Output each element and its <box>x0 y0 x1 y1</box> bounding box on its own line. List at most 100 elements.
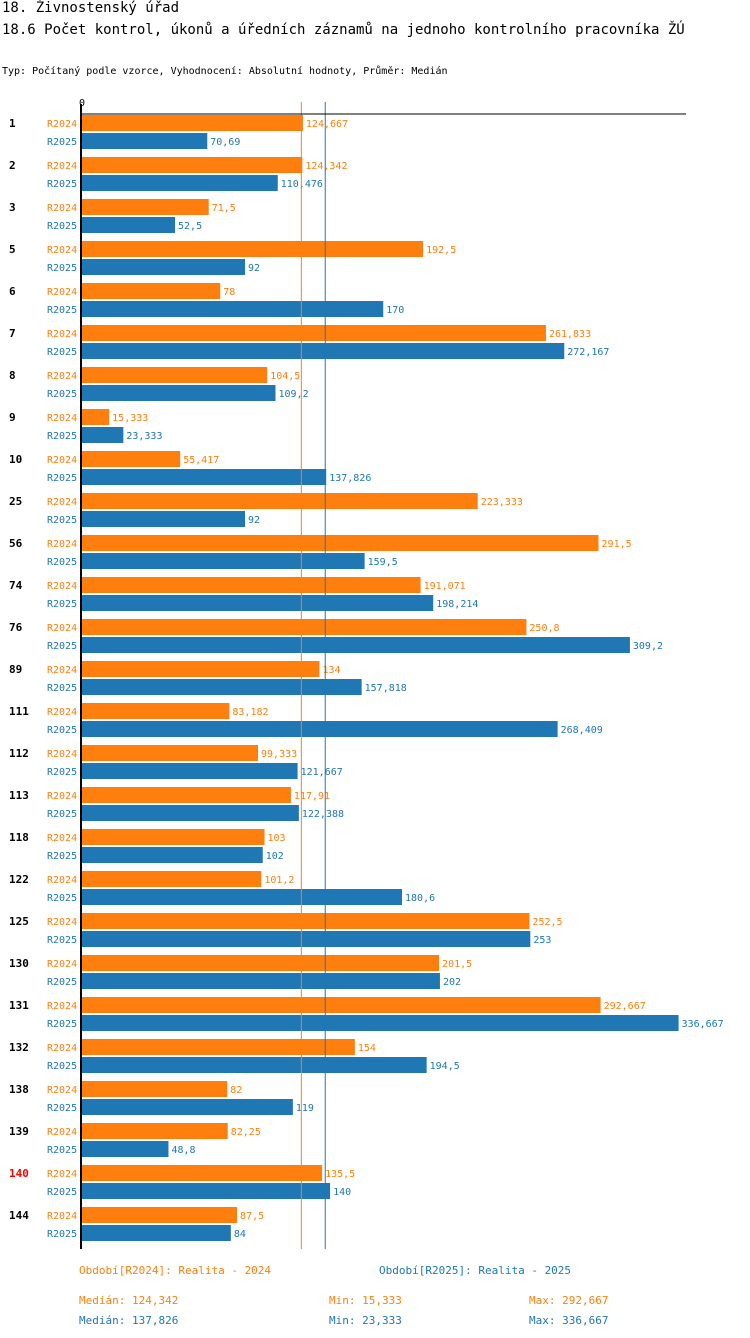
bar-r2025 <box>82 679 362 695</box>
bar-r2024 <box>82 913 530 929</box>
data-label: 48,8 <box>171 1145 195 1156</box>
series-label: R2025 <box>47 389 77 400</box>
data-label: 52,5 <box>178 221 202 232</box>
category-label: 113 <box>9 789 29 802</box>
data-label: 192,5 <box>426 245 456 256</box>
series-label: R2025 <box>47 515 77 526</box>
data-label: 201,5 <box>442 959 472 970</box>
series-label: R2024 <box>47 497 77 508</box>
data-label: 309,2 <box>633 641 663 652</box>
series-label: R2025 <box>47 977 77 988</box>
data-label: 70,69 <box>210 137 240 148</box>
series-label: R2025 <box>47 767 77 778</box>
x-tick-label: 0 <box>79 98 85 109</box>
data-label: 71,5 <box>212 203 236 214</box>
legend-r2024: Období[R2024]: Realita - 2024 <box>79 1264 272 1277</box>
data-label: 87,5 <box>240 1211 264 1222</box>
bar-r2025 <box>82 259 246 275</box>
series-label: R2024 <box>47 791 77 802</box>
bar-r2025 <box>82 637 630 653</box>
bar-r2024 <box>82 325 546 341</box>
category-label: 1 <box>9 117 16 130</box>
max-r2025: Max: 336,667 <box>529 1314 609 1327</box>
data-label: 154 <box>358 1043 376 1054</box>
category-label: 122 <box>9 873 29 886</box>
data-label: 124,342 <box>305 161 347 172</box>
series-label: R2025 <box>47 1187 77 1198</box>
bar-r2024 <box>82 1165 323 1181</box>
category-label: 25 <box>9 495 22 508</box>
bar-r2025 <box>82 847 263 863</box>
bar-r2025 <box>82 763 298 779</box>
series-label: R2024 <box>47 581 77 592</box>
bar-r2024 <box>82 535 599 551</box>
series-label: R2024 <box>47 1169 77 1180</box>
bar-r2025 <box>82 1225 231 1241</box>
series-label: R2024 <box>47 371 77 382</box>
bar-r2025 <box>82 1141 169 1157</box>
bar-r2024 <box>82 115 303 131</box>
data-label: 180,6 <box>405 893 435 904</box>
data-label: 191,071 <box>424 581 466 592</box>
chart-title: 18.6 Počet kontrol, úkonů a úředních záz… <box>2 22 685 38</box>
bar-r2025 <box>82 1183 331 1199</box>
data-label: 101,2 <box>264 875 294 886</box>
series-label: R2025 <box>47 1019 77 1030</box>
series-label: R2025 <box>47 893 77 904</box>
data-label: 336,667 <box>682 1019 724 1030</box>
series-label: R2025 <box>47 683 77 694</box>
series-label: R2025 <box>47 1229 77 1240</box>
data-label: 92 <box>248 263 260 274</box>
series-label: R2025 <box>47 221 77 232</box>
bar-r2025 <box>82 1099 293 1115</box>
series-label: R2024 <box>47 245 77 256</box>
data-label: 272,167 <box>567 347 609 358</box>
data-label: 124,667 <box>306 119 348 130</box>
category-label: 10 <box>9 453 22 466</box>
series-label: R2025 <box>47 599 77 610</box>
data-label: 159,5 <box>368 557 398 568</box>
bar-r2024 <box>82 1039 355 1055</box>
bar-r2024 <box>82 451 181 467</box>
series-label: R2024 <box>47 707 77 718</box>
bar-r2024 <box>82 661 320 677</box>
series-label: R2025 <box>47 305 77 316</box>
legend-r2025: Období[R2025]: Realita - 2025 <box>379 1264 572 1277</box>
series-label: R2025 <box>47 557 77 568</box>
series-label: R2025 <box>47 263 77 274</box>
series-label: R2024 <box>47 665 77 676</box>
bar-r2025 <box>82 931 531 947</box>
bar-r2025 <box>82 595 434 611</box>
series-label: R2025 <box>47 809 77 820</box>
category-label: 132 <box>9 1041 29 1054</box>
series-label: R2025 <box>47 347 77 358</box>
category-label: 3 <box>9 201 16 214</box>
bar-r2024 <box>82 703 230 719</box>
bar-r2025 <box>82 721 558 737</box>
data-label: 252,5 <box>532 917 562 928</box>
series-label: R2024 <box>47 203 77 214</box>
bar-r2024 <box>82 199 209 215</box>
bar-r2025 <box>82 1015 679 1031</box>
data-label: 157,818 <box>365 683 407 694</box>
series-label: R2024 <box>47 875 77 886</box>
category-label: 118 <box>9 831 29 844</box>
data-label: 250,8 <box>529 623 559 634</box>
bar-r2025 <box>82 511 246 527</box>
min-r2025: Min: 23,333 <box>329 1314 402 1327</box>
category-label: 130 <box>9 957 29 970</box>
category-label: 9 <box>9 411 16 424</box>
bar-r2024 <box>82 619 527 635</box>
series-label: R2025 <box>47 179 77 190</box>
data-label: 15,333 <box>112 413 148 424</box>
data-label: 292,667 <box>604 1001 646 1012</box>
chart-description: Typ: Počítaný podle vzorce, Vyhodnocení:… <box>2 66 448 77</box>
bar-r2025 <box>82 1057 427 1073</box>
category-label: 112 <box>9 747 29 760</box>
series-label: R2024 <box>47 1085 77 1096</box>
bar-r2024 <box>82 745 259 761</box>
series-label: R2024 <box>47 119 77 130</box>
bar-r2025 <box>82 385 276 401</box>
series-label: R2024 <box>47 833 77 844</box>
series-label: R2025 <box>47 1103 77 1114</box>
